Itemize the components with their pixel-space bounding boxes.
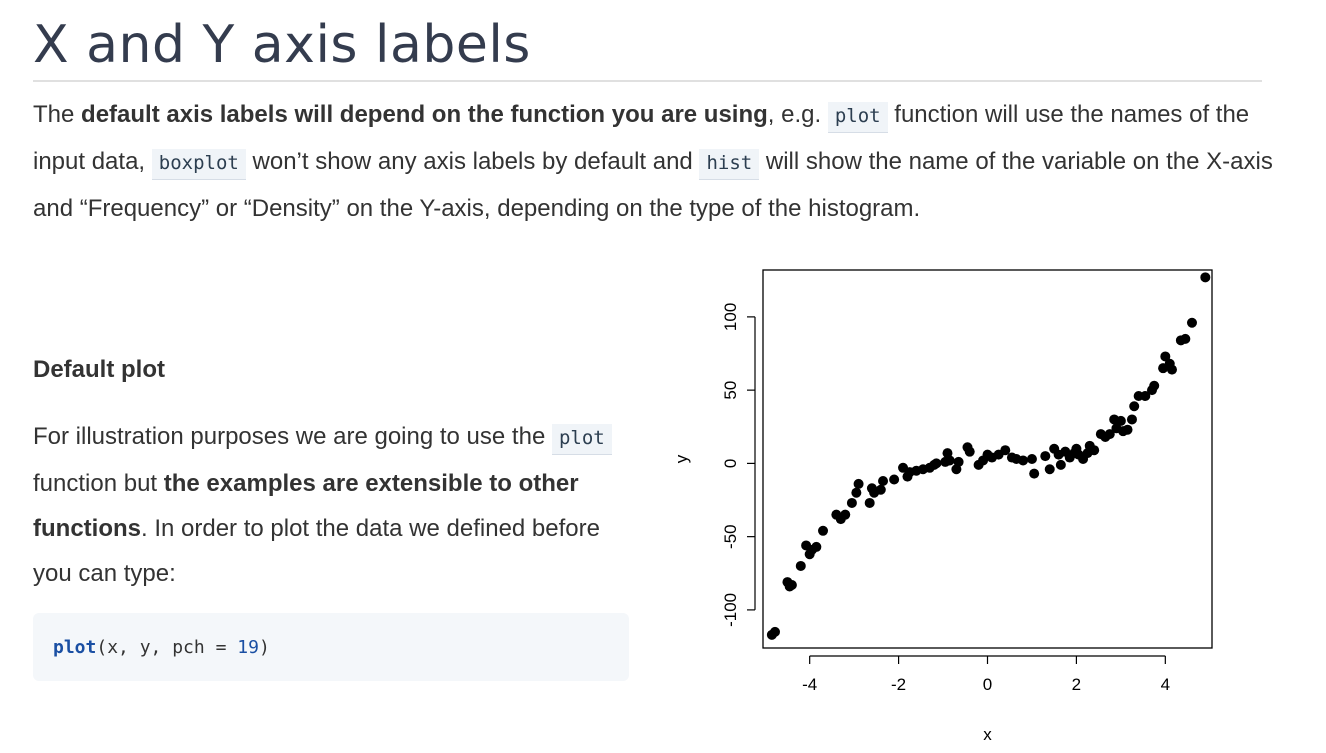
data-point [1044,464,1055,475]
body-text-1: For illustration purposes we are going t… [33,423,552,450]
data-point [944,455,955,466]
y-tick-label: -50 [721,524,740,549]
scatter-plot: -4 -2 0 2 4 -100 -50 0 50 100 x y [672,269,1213,744]
data-point [1055,459,1066,470]
data-point [846,497,857,508]
intro-text-2: , e.g. [767,101,828,128]
data-point [1018,455,1029,466]
y-tick-label: 50 [721,381,740,400]
body-bold-text: the examples are extensible to other fun… [33,470,579,542]
data-point [1089,445,1100,456]
intro-paragraph: The default axis labels will depend on t… [33,92,1273,231]
data-point [1186,317,1197,328]
inline-code-hist: hist [699,149,760,180]
data-point [1115,415,1126,426]
x-axis-title: x [983,725,992,744]
intro-text-4: won’t show any axis labels by default an… [245,148,700,175]
section-heading: Default plot [33,356,165,383]
data-point [931,458,942,469]
body-paragraph: For illustration purposes we are going t… [33,414,633,596]
data-point [1104,429,1115,440]
data-point [889,474,900,485]
x-tick-label: 2 [1072,675,1081,694]
inline-code-plot-body: plot [551,424,612,455]
data-point [851,487,862,498]
code-close-paren: ) [258,636,270,658]
data-point [1129,401,1140,412]
data-point [878,475,889,486]
data-point [1122,424,1133,435]
data-point [875,484,886,495]
data-point [1000,445,1011,456]
y-tick-label: 0 [721,459,740,468]
data-point [1180,333,1191,344]
x-tick-label: 4 [1161,675,1170,694]
data-point [1026,454,1037,464]
data-point [1029,468,1040,479]
data-point [1140,391,1151,401]
page-title: X and Y axis labels [33,15,531,75]
data-point [795,560,806,571]
code-block[interactable]: plot (x, y, pch = 19) [33,613,629,681]
data-point [1126,414,1137,425]
intro-text-1: The [33,101,82,128]
data-point [1200,272,1211,283]
data-point [786,580,797,590]
data-point [1166,364,1177,375]
data-point [811,541,822,552]
data-point [840,509,851,520]
x-tick-label: 0 [983,675,992,694]
inline-code-boxplot: boxplot [151,149,246,180]
code-arguments: (x, y, pch = [96,636,238,658]
data-point [1160,351,1171,362]
x-tick-label: -2 [891,675,906,694]
y-tick-label: -100 [721,593,740,627]
code-function-name: plot [53,636,97,658]
data-point [818,525,829,536]
x-tick-label: -4 [802,675,817,694]
data-point [953,456,964,467]
title-divider [33,80,1262,82]
data-point [864,497,875,508]
intro-text-3: function will use the names of the input… [33,101,1250,175]
y-axis-title: y [672,454,691,463]
intro-bold-text: default axis labels will depend on the f… [81,101,768,128]
y-tick-label: 100 [721,303,740,331]
data-point [1149,380,1160,391]
body-text-2: function but [33,470,164,497]
data-point [964,446,975,457]
code-number: 19 [237,636,259,658]
plot-frame [762,269,1213,649]
intro-text-5: will show the name of the variable on th… [33,148,1273,222]
data-point [853,478,864,489]
inline-code-plot: plot [827,102,888,133]
data-point [770,626,781,637]
body-text-3: . In order to plot the data we defined b… [33,515,600,587]
data-point [1040,451,1051,462]
